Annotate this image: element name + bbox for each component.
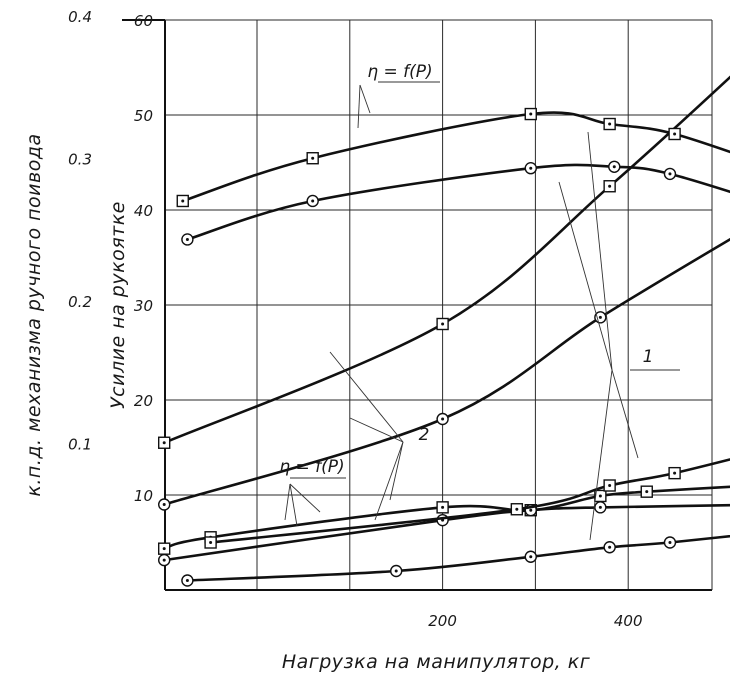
series-layer [157, 75, 730, 587]
data-point-center [441, 505, 445, 509]
series-line-3 [181, 111, 730, 203]
data-point-center [529, 166, 533, 170]
series-line-2 [162, 237, 730, 506]
force-tick-label: 10 [134, 487, 153, 505]
annotation-leader [357, 84, 361, 129]
force-tick-label: 30 [134, 297, 153, 315]
data-point-center [209, 541, 213, 544]
data-point-center [529, 555, 533, 559]
data-point-center [185, 237, 189, 241]
annotation-label: 2 [419, 425, 430, 445]
data-point-center [645, 490, 649, 494]
data-point-center [162, 503, 166, 506]
annotation-leader [284, 483, 291, 521]
x-tick-label: 200 [428, 612, 457, 630]
data-point-center [673, 132, 677, 136]
annotation-label: η = f(P) [367, 62, 432, 82]
data-point-center [441, 417, 445, 421]
data-point-center [529, 112, 533, 116]
data-point-center [162, 441, 166, 445]
series-line-4 [186, 163, 730, 241]
series-line-1 [162, 75, 730, 445]
data-point-center [311, 199, 315, 203]
series-line-6 [162, 503, 730, 562]
efficiency-tick-label: 0.2 [68, 293, 92, 311]
data-point-center [668, 541, 672, 544]
data-point-center [668, 172, 672, 176]
y-axis-title-efficiency: к.п.д. механизма ручного поивода [23, 133, 45, 496]
annotation-label: 1 [643, 347, 654, 367]
data-point-center [598, 494, 602, 498]
annotation-leader [359, 84, 371, 114]
efficiency-tick-label: 0.3 [68, 151, 92, 169]
data-point-center [612, 165, 616, 169]
efficiency-tick-label: 0.4 [68, 8, 92, 26]
y-axis-title-force: Усилие на рукоятке [107, 201, 129, 409]
annotation-leader [558, 181, 613, 371]
annotation-leader [289, 483, 321, 513]
data-point-center [311, 156, 315, 160]
data-point-center [181, 199, 185, 203]
data-point-center [598, 505, 602, 509]
annotations: η = f(P) 1 2 η = f(P) [279, 62, 680, 541]
force-tick-label: 50 [134, 107, 153, 125]
data-point-center [608, 545, 612, 549]
force-tick-label: 20 [134, 392, 153, 410]
axes [122, 19, 713, 591]
data-point-center [608, 484, 612, 487]
annotation-leader [587, 131, 613, 371]
series-line-8 [186, 534, 730, 582]
force-tick-label: 60 [134, 12, 153, 30]
annotation-leader [349, 417, 404, 443]
data-point-center [598, 315, 602, 319]
data-point-center [608, 122, 612, 126]
tick-labels: 2004006001020304050600.10.20.30.4 [68, 8, 643, 630]
x-tick-label: 400 [614, 612, 643, 630]
annotation-leader [389, 441, 404, 501]
annotation-leader [289, 483, 298, 527]
series-line-7 [209, 458, 730, 544]
data-point-center [162, 547, 166, 551]
annotation-leader [374, 441, 404, 521]
data-point-center [673, 471, 677, 475]
data-point-center [162, 558, 166, 562]
data-point-center [529, 508, 533, 512]
annotation-leader [329, 351, 404, 443]
force-tick-label: 40 [134, 202, 153, 220]
data-point-center [515, 507, 519, 511]
data-point-center [608, 184, 612, 188]
x-axis-title: Нагрузка на манипулятор, кг [282, 651, 591, 673]
data-point-center [441, 322, 445, 326]
efficiency-tick-label: 0.1 [68, 436, 92, 454]
annotation-label: η = f(P) [279, 457, 344, 477]
data-point-center [185, 579, 189, 582]
annotation-leader [611, 369, 639, 459]
data-point-center [394, 569, 398, 573]
annotation-leader [589, 369, 613, 541]
